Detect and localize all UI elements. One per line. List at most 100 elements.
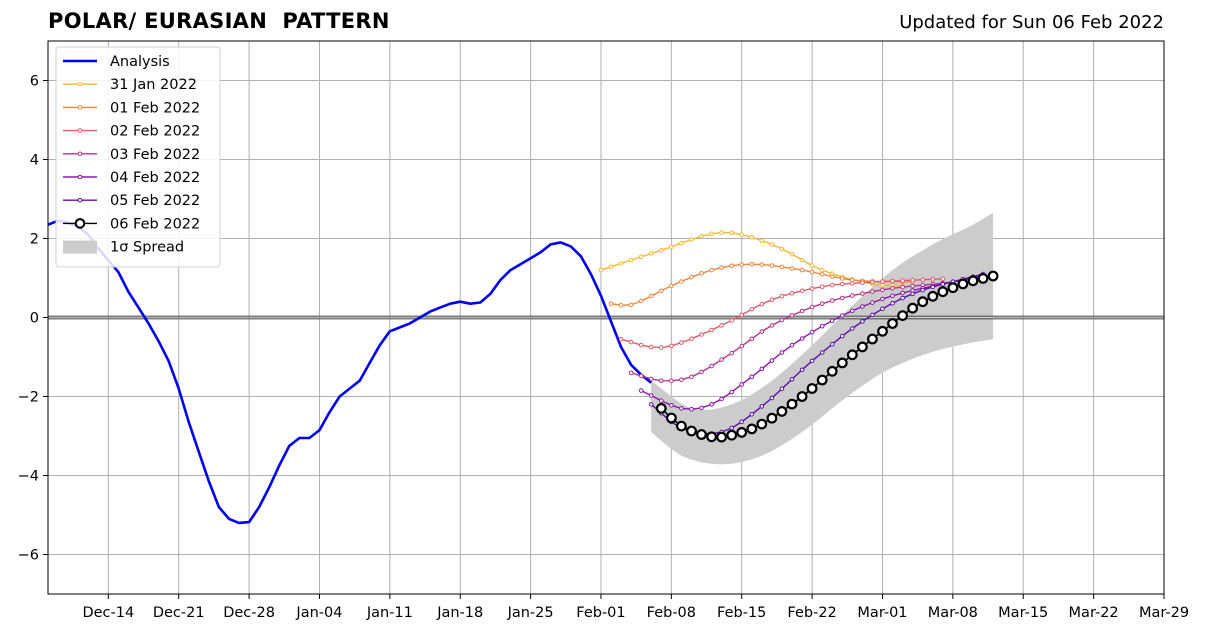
legend-label: 06 Feb 2022 <box>110 216 200 232</box>
series-point <box>719 323 724 328</box>
series-point <box>836 357 848 369</box>
legend-item: 03 Feb 2022 <box>63 147 200 163</box>
series-point <box>648 344 654 350</box>
series-point <box>910 291 915 297</box>
series-point <box>699 271 704 276</box>
series-point <box>880 296 885 302</box>
series-point <box>638 388 644 393</box>
series-point <box>729 318 735 323</box>
series-point <box>967 275 979 287</box>
series-point <box>729 389 735 395</box>
series-point <box>880 279 885 284</box>
legend-item: 04 Feb 2022 <box>63 170 200 186</box>
series-point <box>907 302 918 314</box>
series-point <box>739 232 745 237</box>
series-point <box>846 349 858 361</box>
series-point <box>759 262 765 267</box>
analysis-line <box>47 219 653 525</box>
series-point <box>659 288 664 294</box>
series-point <box>679 240 684 246</box>
x-tick-label: Feb-01 <box>576 605 625 621</box>
series-point <box>860 304 865 309</box>
series-point <box>669 378 674 384</box>
series-point <box>716 431 727 443</box>
series-point <box>877 325 888 337</box>
series-point <box>779 386 785 392</box>
series-point <box>957 278 969 290</box>
series-point <box>887 318 898 329</box>
series-point <box>608 301 614 307</box>
series-point <box>897 310 908 322</box>
series-point <box>900 284 905 290</box>
spread-band <box>651 212 994 465</box>
series-point <box>659 378 664 384</box>
series-point <box>786 398 798 410</box>
series-point <box>860 280 865 286</box>
series-point <box>809 358 815 364</box>
series-point <box>776 406 788 417</box>
series-point <box>900 295 905 301</box>
legend-label: 03 Feb 2022 <box>110 147 200 163</box>
series-point <box>809 329 815 335</box>
legend-label: Analysis <box>110 54 170 70</box>
series-point <box>669 283 674 289</box>
x-tick-label: Mar-29 <box>1139 605 1189 621</box>
series-point <box>648 402 654 407</box>
series-point <box>819 267 825 273</box>
series-point <box>746 423 758 435</box>
series-point <box>659 248 664 253</box>
series-point <box>719 357 724 362</box>
series-point <box>829 298 835 303</box>
x-tick-label: Jan-04 <box>295 605 342 621</box>
series-point <box>655 403 667 414</box>
series-point <box>638 373 644 379</box>
series-point <box>806 383 818 394</box>
series-point <box>940 276 946 282</box>
series-point <box>759 238 765 243</box>
x-tick-label: Feb-15 <box>717 605 766 621</box>
series-point <box>870 289 875 294</box>
series-point <box>870 279 875 285</box>
series-point <box>769 395 775 401</box>
x-tick-label: Feb-08 <box>647 605 696 621</box>
legend-marker <box>77 151 83 157</box>
series-point <box>669 403 674 408</box>
series-point <box>809 269 815 275</box>
series-point <box>799 267 805 273</box>
series-point <box>880 306 885 312</box>
series-point <box>867 333 878 345</box>
series-point <box>628 339 634 345</box>
series-point <box>628 370 634 376</box>
series-point <box>666 412 677 424</box>
legend-item: 1σ Spread <box>63 240 184 256</box>
series-point <box>769 242 775 247</box>
series-point <box>920 287 926 293</box>
legend-marker <box>74 218 86 229</box>
series-point <box>930 284 936 290</box>
y-tick-label: −4 <box>18 469 39 485</box>
series-point <box>819 301 825 307</box>
series-point <box>696 429 707 440</box>
x-tick-label: Mar-22 <box>1069 605 1119 621</box>
series-point <box>709 363 714 369</box>
series-point <box>749 412 755 417</box>
series-point <box>769 263 775 268</box>
series-0 <box>598 230 905 289</box>
legend-label: 31 Jan 2022 <box>110 77 197 93</box>
series-point <box>917 296 929 308</box>
series-point <box>699 234 704 239</box>
legend-label: 02 Feb 2022 <box>110 124 200 140</box>
y-tick-label: 2 <box>30 232 39 248</box>
series-point <box>659 345 664 350</box>
y-tick-label: 4 <box>30 153 39 169</box>
series-point <box>789 291 795 296</box>
series-6 <box>655 270 999 443</box>
chart-subtitle: Updated for Sun 06 Feb 2022 <box>899 12 1164 33</box>
legend-item: 06 Feb 2022 <box>63 216 200 232</box>
legend-label: 1σ Spread <box>110 240 184 256</box>
series-point <box>679 406 684 411</box>
legend-marker <box>77 105 83 110</box>
series-point <box>826 365 838 377</box>
series-point <box>719 265 724 270</box>
series-point <box>890 300 895 306</box>
